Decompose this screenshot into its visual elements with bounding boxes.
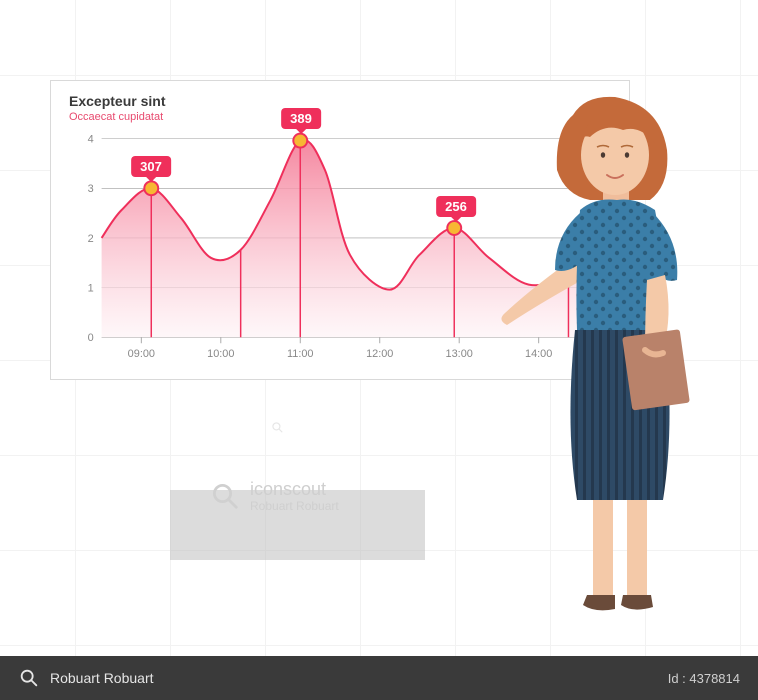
footer-author: Robuart Robuart — [50, 670, 154, 686]
svg-text:09:00: 09:00 — [128, 348, 155, 360]
watermark-small-2 — [270, 420, 284, 434]
watermark-brand: iconscout — [250, 480, 339, 500]
footer-search-icon — [18, 667, 40, 689]
watermark-center: iconscout Robuart Robuart — [210, 480, 339, 513]
svg-text:3: 3 — [88, 183, 94, 195]
presenter-illustration — [495, 75, 725, 635]
footer-id: Id : 4378814 — [668, 671, 740, 686]
svg-text:0: 0 — [88, 332, 94, 344]
svg-text:10:00: 10:00 — [207, 348, 234, 360]
svg-text:1: 1 — [88, 283, 94, 295]
watermark-search-icon — [210, 481, 240, 511]
svg-text:13:00: 13:00 — [446, 348, 473, 360]
callout-badge: 389 — [281, 108, 321, 129]
callout-badge: 307 — [131, 156, 171, 177]
callout-badge: 256 — [436, 196, 476, 217]
svg-text:2: 2 — [88, 233, 94, 245]
watermark-author: Robuart Robuart — [250, 500, 339, 513]
svg-text:4: 4 — [88, 134, 94, 146]
footer-bar: Robuart Robuart Id : 4378814 — [0, 656, 758, 700]
svg-text:11:00: 11:00 — [287, 348, 313, 360]
svg-text:12:00: 12:00 — [366, 348, 393, 360]
